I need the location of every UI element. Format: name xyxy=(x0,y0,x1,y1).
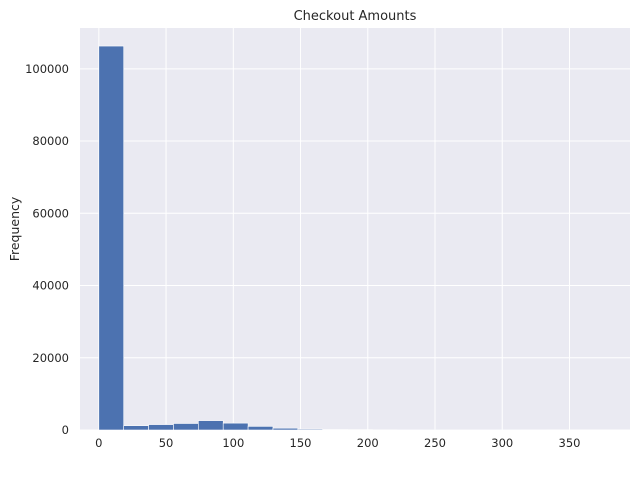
histogram-bar xyxy=(148,424,174,431)
x-tick-label: 100 xyxy=(222,436,244,450)
histogram-bar xyxy=(297,428,324,431)
y-tick-label: 100000 xyxy=(25,62,69,76)
y-tick-label: 20000 xyxy=(32,351,69,365)
plot-area xyxy=(80,28,630,430)
histogram-bar xyxy=(123,425,149,431)
histogram-bar xyxy=(222,422,249,431)
x-tick-label: 200 xyxy=(357,436,379,450)
x-tick-label: 50 xyxy=(159,436,174,450)
histogram-bar xyxy=(198,420,224,431)
x-tick-label: 350 xyxy=(559,436,581,450)
histogram-bar xyxy=(98,45,125,431)
x-axis-ticks: 0 50 100 150 200 250 300 350 xyxy=(95,436,580,450)
histogram-bar xyxy=(272,427,299,431)
x-tick-label: 150 xyxy=(290,436,312,450)
y-axis-ticks: 0 20000 40000 60000 80000 100000 xyxy=(25,62,69,437)
histogram-bar xyxy=(173,423,199,431)
x-tick-label: 300 xyxy=(491,436,513,450)
x-tick-label: 0 xyxy=(95,436,102,450)
y-tick-label: 40000 xyxy=(32,279,69,293)
y-tick-label: 80000 xyxy=(32,134,69,148)
histogram-bars xyxy=(98,45,611,431)
y-tick-label: 60000 xyxy=(32,206,69,220)
y-axis-label: Frequency xyxy=(7,196,22,261)
histogram-bar xyxy=(247,426,274,431)
y-tick-label: 0 xyxy=(62,423,69,437)
chart-title: Checkout Amounts xyxy=(294,9,417,24)
x-tick-label: 250 xyxy=(424,436,446,450)
histogram-bar xyxy=(322,429,348,431)
grid-lines xyxy=(80,28,630,431)
